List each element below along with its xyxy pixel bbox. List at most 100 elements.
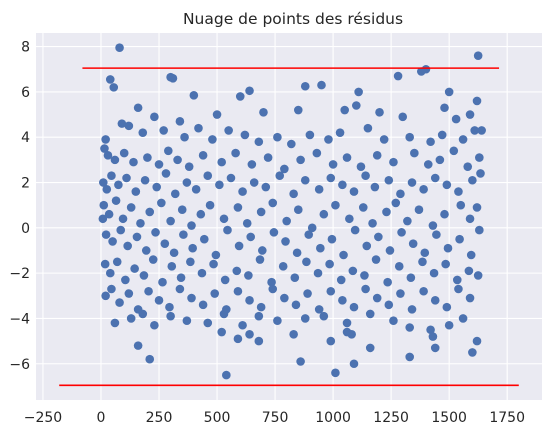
residual-point: [249, 178, 259, 187]
residual-point: [152, 182, 161, 192]
residual-point: [245, 330, 254, 339]
residual-point: [268, 284, 278, 294]
residual-point: [432, 230, 441, 239]
x-tick-label: 1000: [315, 410, 351, 426]
residual-point: [358, 203, 368, 212]
residual-point: [129, 157, 138, 167]
residual-point: [240, 130, 250, 140]
residual-point: [168, 74, 178, 83]
residual-point: [191, 185, 201, 194]
residual-point: [393, 71, 403, 81]
residual-point: [398, 112, 408, 122]
residual-point: [115, 298, 124, 307]
residual-point: [151, 228, 160, 237]
residual-point: [111, 196, 121, 205]
residual-point: [290, 273, 300, 282]
residual-point: [102, 185, 112, 194]
residual-point: [280, 164, 289, 174]
residual-point: [465, 293, 475, 303]
residual-point: [456, 200, 466, 210]
residual-point: [259, 107, 268, 117]
y-tick-label: 0: [21, 221, 30, 237]
residual-point: [435, 155, 445, 165]
residual-point: [361, 171, 370, 181]
residual-point: [133, 103, 143, 113]
residual-point: [472, 336, 482, 346]
residual-point: [361, 284, 370, 294]
residual-point: [442, 180, 452, 190]
residual-point: [384, 300, 394, 310]
residual-point: [428, 332, 438, 341]
residual-point: [100, 259, 110, 269]
residual-point: [222, 370, 231, 380]
threshold-lines: [59, 67, 519, 387]
residual-point: [105, 75, 115, 84]
residual-point: [403, 216, 412, 226]
residual-point: [256, 302, 266, 312]
residual-point: [305, 130, 315, 140]
residual-point: [374, 232, 383, 242]
residual-point: [347, 330, 356, 339]
residual-point: [441, 259, 450, 269]
residual-point: [104, 209, 114, 219]
residual-point: [118, 214, 128, 224]
residual-point: [296, 155, 305, 165]
residual-point: [426, 137, 435, 147]
x-tick-label: −250: [24, 410, 62, 426]
residual-point: [326, 286, 336, 296]
residual-point: [406, 273, 416, 282]
residual-point: [423, 160, 433, 169]
residual-point: [370, 182, 380, 192]
residual-point: [164, 146, 173, 156]
residual-point: [472, 203, 482, 212]
y-tick-label: 2: [21, 176, 30, 192]
residual-point: [365, 343, 375, 353]
residual-point: [211, 250, 221, 260]
residual-point: [289, 330, 298, 339]
residual-point: [349, 302, 359, 312]
residual-point: [112, 257, 122, 267]
residual-point: [199, 234, 209, 244]
residual-point: [440, 209, 449, 219]
residual-point: [420, 248, 430, 258]
residual-point: [464, 266, 474, 276]
residual-point: [244, 271, 253, 280]
residual-point: [219, 309, 229, 319]
residual-point: [219, 214, 229, 224]
residual-point: [477, 126, 486, 135]
residual-point: [254, 336, 264, 346]
residual-point: [269, 228, 279, 237]
residual-point: [396, 289, 405, 298]
residual-point: [173, 155, 182, 165]
residual-point: [136, 218, 145, 228]
residual-point: [444, 320, 454, 330]
residual-point: [124, 289, 134, 298]
residual-point: [100, 144, 109, 153]
residual-point: [144, 286, 153, 296]
residual-point: [203, 318, 213, 328]
residual-point: [472, 96, 482, 106]
residual-point: [273, 316, 282, 326]
residual-point: [132, 232, 142, 242]
residual-point: [356, 162, 366, 171]
residual-point: [437, 130, 447, 140]
residual-point: [186, 257, 195, 267]
residual-point: [342, 318, 352, 328]
residual-point: [165, 302, 174, 312]
residual-point: [107, 171, 116, 181]
residual-point: [175, 284, 185, 294]
residual-point: [233, 203, 243, 212]
residual-point: [426, 325, 435, 335]
residual-point: [300, 175, 310, 185]
x-tick-label: 250: [146, 410, 173, 426]
residual-point: [224, 126, 233, 135]
y-tick-label: 4: [21, 130, 30, 146]
residual-point: [212, 110, 222, 119]
residual-point: [419, 286, 428, 296]
residual-point: [292, 248, 302, 258]
residual-point: [263, 153, 273, 162]
residual-point: [273, 132, 282, 142]
y-tick-label: −4: [9, 311, 30, 327]
residual-point: [258, 246, 267, 255]
residual-point: [407, 305, 417, 314]
